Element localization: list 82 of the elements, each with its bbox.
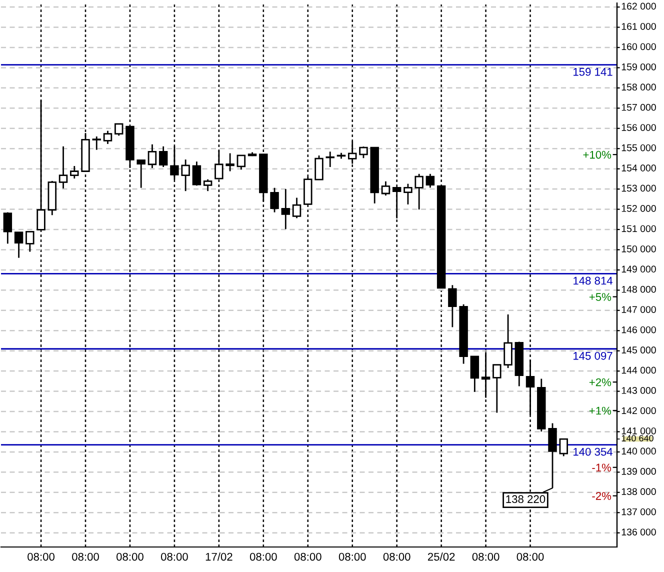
x-tick-label: 08:00 bbox=[160, 552, 188, 561]
y2-tick-label: -2% bbox=[592, 492, 612, 500]
y2-tick-label: -1% bbox=[592, 464, 612, 472]
y-tick-label: 148 000 bbox=[622, 286, 656, 293]
y-tick-label: 141 000 bbox=[622, 427, 656, 434]
y-tick-label: 143 000 bbox=[622, 387, 656, 394]
y-tick-label: 162 000 bbox=[622, 2, 656, 10]
candlestick bbox=[92, 136, 101, 151]
candlestick bbox=[426, 173, 435, 188]
candlestick bbox=[381, 180, 390, 196]
candlestick bbox=[492, 364, 502, 414]
y-tick-label: 157 000 bbox=[622, 104, 656, 111]
y-tick-label: 142 000 bbox=[622, 407, 656, 414]
candlestick bbox=[504, 314, 512, 369]
x-tick-label: 08:00 bbox=[383, 552, 410, 561]
candlestick bbox=[470, 356, 480, 393]
x-tick-label: 08:00 bbox=[250, 552, 277, 561]
y-tick-label: 151 000 bbox=[622, 225, 656, 232]
y-tick-label: 139 000 bbox=[622, 468, 656, 475]
candlestick bbox=[404, 183, 412, 206]
candlestick bbox=[226, 152, 234, 172]
x-tick-label: 08:00 bbox=[338, 552, 366, 561]
candlestick bbox=[70, 165, 79, 180]
y-tick-label: 146 000 bbox=[622, 326, 656, 334]
y-tick-label: 145 000 bbox=[622, 346, 656, 354]
y2-tick-label: +10% bbox=[583, 150, 612, 159]
y-tick-label: 158 000 bbox=[622, 84, 656, 91]
y-tick-label: 156 000 bbox=[622, 124, 656, 131]
candlestick bbox=[58, 146, 68, 190]
y-tick-label: 153 000 bbox=[622, 184, 656, 192]
candlestick bbox=[359, 146, 368, 159]
candlestick bbox=[559, 438, 568, 457]
candlestick bbox=[281, 188, 290, 230]
candlestick bbox=[192, 160, 202, 186]
x-tick-label: 08:00 bbox=[472, 552, 500, 561]
x-tick-label: 25/02 bbox=[428, 552, 455, 561]
y-tick-label: 155 000 bbox=[622, 144, 656, 152]
candlestick bbox=[3, 212, 12, 244]
candlestick bbox=[314, 154, 324, 180]
candlestick bbox=[14, 232, 24, 259]
candlestick bbox=[148, 144, 157, 169]
y2-tick-label: +1% bbox=[589, 406, 612, 415]
y-tick-label: 160 000 bbox=[622, 43, 656, 50]
y-tick-label: 159 000 bbox=[622, 63, 656, 70]
y-tick-label: 144 000 bbox=[622, 366, 656, 374]
annotation: 138 220 bbox=[506, 495, 546, 504]
candlestick bbox=[414, 173, 424, 210]
candlestick bbox=[270, 187, 279, 214]
y2-tick-label: +2% bbox=[589, 378, 612, 386]
candlestick bbox=[158, 146, 168, 168]
x-tick-label: 08:00 bbox=[116, 552, 144, 561]
y-tick-label: 152 000 bbox=[622, 205, 656, 212]
ref-line-label: 159 141 bbox=[574, 68, 612, 76]
y-tick-label: 147 000 bbox=[622, 306, 656, 313]
x-tick-label: 08:00 bbox=[294, 552, 322, 561]
y-tick-label: 140 000 bbox=[622, 448, 656, 455]
candlestick bbox=[114, 123, 124, 136]
x-tick-label: 08:00 bbox=[516, 552, 544, 561]
ref-line-label: 148 814 bbox=[574, 276, 613, 285]
x-tick-label: 08:00 bbox=[72, 552, 99, 561]
ref-line-label: 145 097 bbox=[574, 352, 612, 360]
y-tick-label: 140 640 bbox=[622, 435, 654, 442]
x-tick-label: 08:00 bbox=[28, 552, 54, 561]
y2-tick-label: +5% bbox=[589, 293, 612, 301]
y-tick-label: 137 000 bbox=[622, 508, 656, 516]
candlestick bbox=[326, 150, 334, 168]
candlestick bbox=[236, 154, 246, 170]
candlestick bbox=[448, 284, 457, 328]
candlestick bbox=[26, 230, 34, 252]
candlestick bbox=[103, 130, 112, 145]
candlestick bbox=[136, 159, 146, 189]
candlestick bbox=[203, 178, 212, 192]
candlestick bbox=[292, 197, 302, 219]
y-tick-label: 138 000 bbox=[622, 488, 656, 496]
y-tick-label: 150 000 bbox=[622, 245, 656, 252]
y-tick-label: 154 000 bbox=[622, 164, 656, 172]
candlestick bbox=[181, 158, 190, 192]
y-tick-label: 149 000 bbox=[622, 266, 656, 273]
x-tick-label: 17/02 bbox=[206, 552, 232, 561]
y-tick-label: 161 000 bbox=[622, 22, 656, 30]
y-tick-label: 136 000 bbox=[622, 528, 656, 536]
ref-line-label: 140 354 bbox=[574, 448, 613, 456]
